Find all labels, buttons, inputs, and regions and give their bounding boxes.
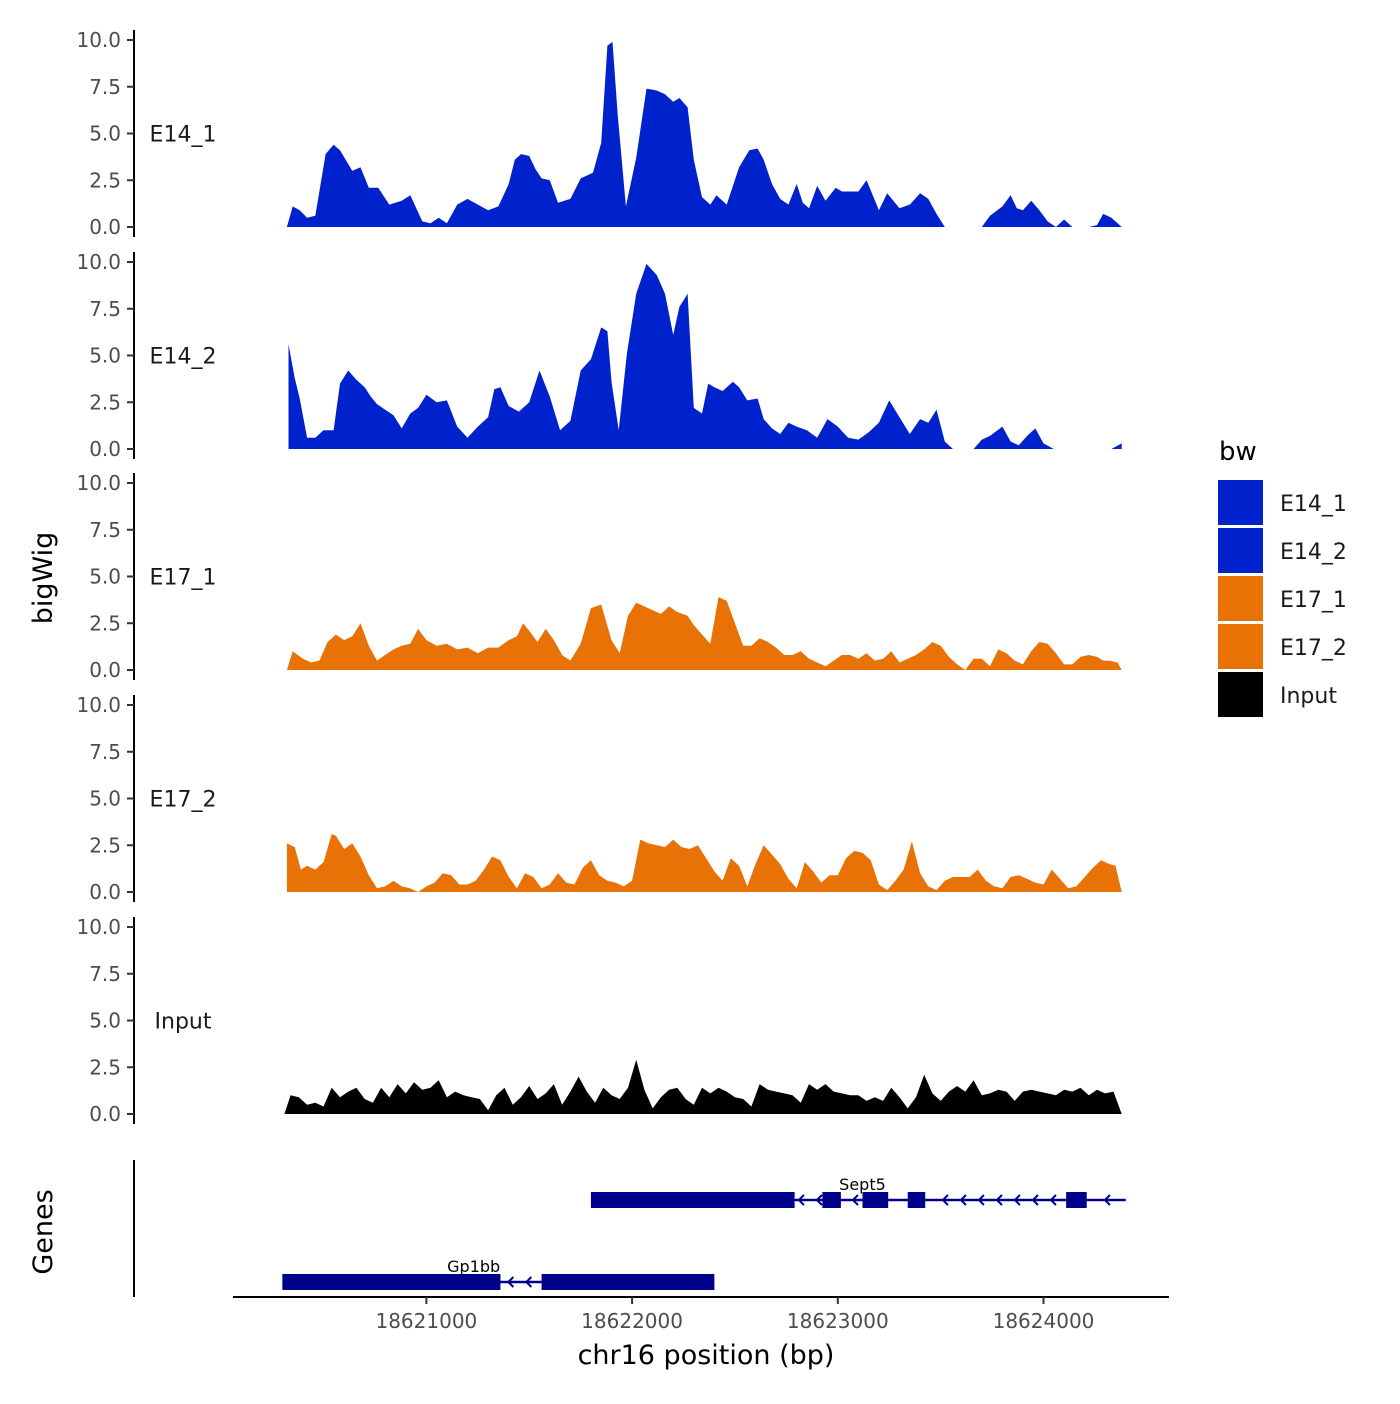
track-panel-e14-1: 0.0 2.5 5.0 7.5 10.0 E14_1 xyxy=(76,28,1122,239)
strand-arrow xyxy=(995,1194,1003,1206)
x-tick-label: 18623000 xyxy=(787,1309,889,1333)
y-tick-label: 7.5 xyxy=(89,297,121,321)
gene-label-gp1bb: Gp1bb xyxy=(447,1257,500,1276)
y-tick-label: 10.0 xyxy=(76,28,121,52)
y-tick-label: 7.5 xyxy=(89,518,121,542)
gene-sept5: Sept5 xyxy=(590,1175,1126,1208)
gene-exon xyxy=(282,1274,501,1290)
signal-area-e14-1 xyxy=(286,41,1122,228)
y-tick-label: 2.5 xyxy=(89,1055,121,1079)
legend-label-e14-1: E14_1 xyxy=(1280,492,1347,517)
y-tick-label: 5.0 xyxy=(89,122,121,146)
track-panel-e17-2: 0.0 2.5 5.0 7.5 10.0 E17_2 xyxy=(76,693,1122,904)
legend-label-e17-1: E17_1 xyxy=(1280,588,1347,613)
legend-key-e17-1 xyxy=(1218,576,1263,621)
y-axis-title: bigWig xyxy=(28,532,59,625)
track-label-input: Input xyxy=(155,1010,212,1035)
y-tick-label: 2.5 xyxy=(89,833,121,857)
y-tick-label: 10.0 xyxy=(76,471,121,495)
y-tick-label: 7.5 xyxy=(89,962,121,986)
y-tick-label: 2.5 xyxy=(89,168,121,192)
strand-arrow xyxy=(851,1194,859,1206)
legend-key-e17-2 xyxy=(1218,624,1263,669)
y-tick-label: 7.5 xyxy=(89,75,121,99)
y-tick-label: 2.5 xyxy=(89,611,121,635)
gene-gp1bb: Gp1bb xyxy=(282,1257,715,1290)
gene-exon xyxy=(907,1192,926,1208)
y-tick-label: 5.0 xyxy=(89,1009,121,1033)
legend-key-e14-1 xyxy=(1218,480,1263,525)
y-tick-label: 5.0 xyxy=(89,787,121,811)
strand-arrow xyxy=(815,1194,823,1206)
legend-label-input: Input xyxy=(1280,684,1337,709)
strand-arrow xyxy=(977,1194,985,1206)
track-label-e14-1: E14_1 xyxy=(150,123,217,148)
legend-key-e14-2 xyxy=(1218,528,1263,573)
strand-arrow xyxy=(1103,1194,1111,1206)
legend-key-input xyxy=(1218,672,1263,717)
strand-arrow xyxy=(959,1194,967,1206)
track-label-e17-2: E17_2 xyxy=(150,788,217,813)
y-tick-label: 0.0 xyxy=(89,880,121,904)
gene-exon xyxy=(862,1192,889,1208)
signal-area-e14-2 xyxy=(288,263,1122,449)
signal-area-e17-2 xyxy=(286,834,1122,892)
track-label-e17-1: E17_1 xyxy=(150,566,217,591)
genes-layer: Sept5 Gp1bb xyxy=(133,1160,1126,1297)
y-tick-label: 10.0 xyxy=(76,693,121,717)
gene-exon xyxy=(541,1274,715,1290)
legend: bw E14_1 E14_2 E17_1 E17_2 Input xyxy=(1218,437,1347,717)
strand-arrow xyxy=(524,1276,533,1288)
x-axis-title: chr16 position (bp) xyxy=(578,1340,835,1371)
y-tick-label: 10.0 xyxy=(76,915,121,939)
legend-label-e14-2: E14_2 xyxy=(1280,540,1347,565)
gene-label-sept5: Sept5 xyxy=(839,1175,886,1194)
gene-exon xyxy=(590,1192,795,1208)
gene-exon xyxy=(1066,1192,1087,1208)
strand-arrow xyxy=(1031,1194,1039,1206)
legend-label-e17-2: E17_2 xyxy=(1280,636,1347,661)
strand-arrow xyxy=(797,1194,805,1206)
track-panel-e14-2: 0.0 2.5 5.0 7.5 10.0 E14_2 xyxy=(76,250,1122,461)
tracks-layer: 0.0 2.5 5.0 7.5 10.0 E14_1 0.0 2.5 5.0 7.5 10.0 E14… xyxy=(76,28,1122,1126)
y-tick-label: 0.0 xyxy=(89,1102,121,1126)
strand-arrow xyxy=(1049,1194,1057,1206)
track-panel-input: 0.0 2.5 5.0 7.5 10.0 Input xyxy=(76,915,1122,1126)
x-tick-label: 18624000 xyxy=(993,1309,1095,1333)
track-label-e14-2: E14_2 xyxy=(150,345,217,370)
y-tick-label: 10.0 xyxy=(76,250,121,274)
x-axis: 18621000 18622000 18623000 18624000 xyxy=(233,1296,1169,1333)
track-panel-e17-1: 0.0 2.5 5.0 7.5 10.0 E17_1 xyxy=(76,471,1122,682)
y-tick-label: 0.0 xyxy=(89,658,121,682)
strand-arrow xyxy=(941,1194,949,1206)
y-tick-label: 7.5 xyxy=(89,740,121,764)
y-tick-label: 0.0 xyxy=(89,437,121,461)
signal-area-input xyxy=(284,1059,1122,1114)
gene-exon xyxy=(822,1192,841,1208)
y-tick-label: 0.0 xyxy=(89,215,121,239)
x-tick-label: 18622000 xyxy=(581,1309,683,1333)
genes-panel-title: Genes xyxy=(28,1189,59,1274)
y-tick-label: 5.0 xyxy=(89,565,121,589)
y-tick-label: 5.0 xyxy=(89,344,121,368)
x-tick-label: 18621000 xyxy=(375,1309,477,1333)
strand-arrow xyxy=(1013,1194,1021,1206)
strand-arrow xyxy=(506,1276,515,1288)
signal-area-e17-1 xyxy=(286,597,1122,670)
legend-title: bw xyxy=(1219,437,1257,467)
y-tick-label: 2.5 xyxy=(89,390,121,414)
